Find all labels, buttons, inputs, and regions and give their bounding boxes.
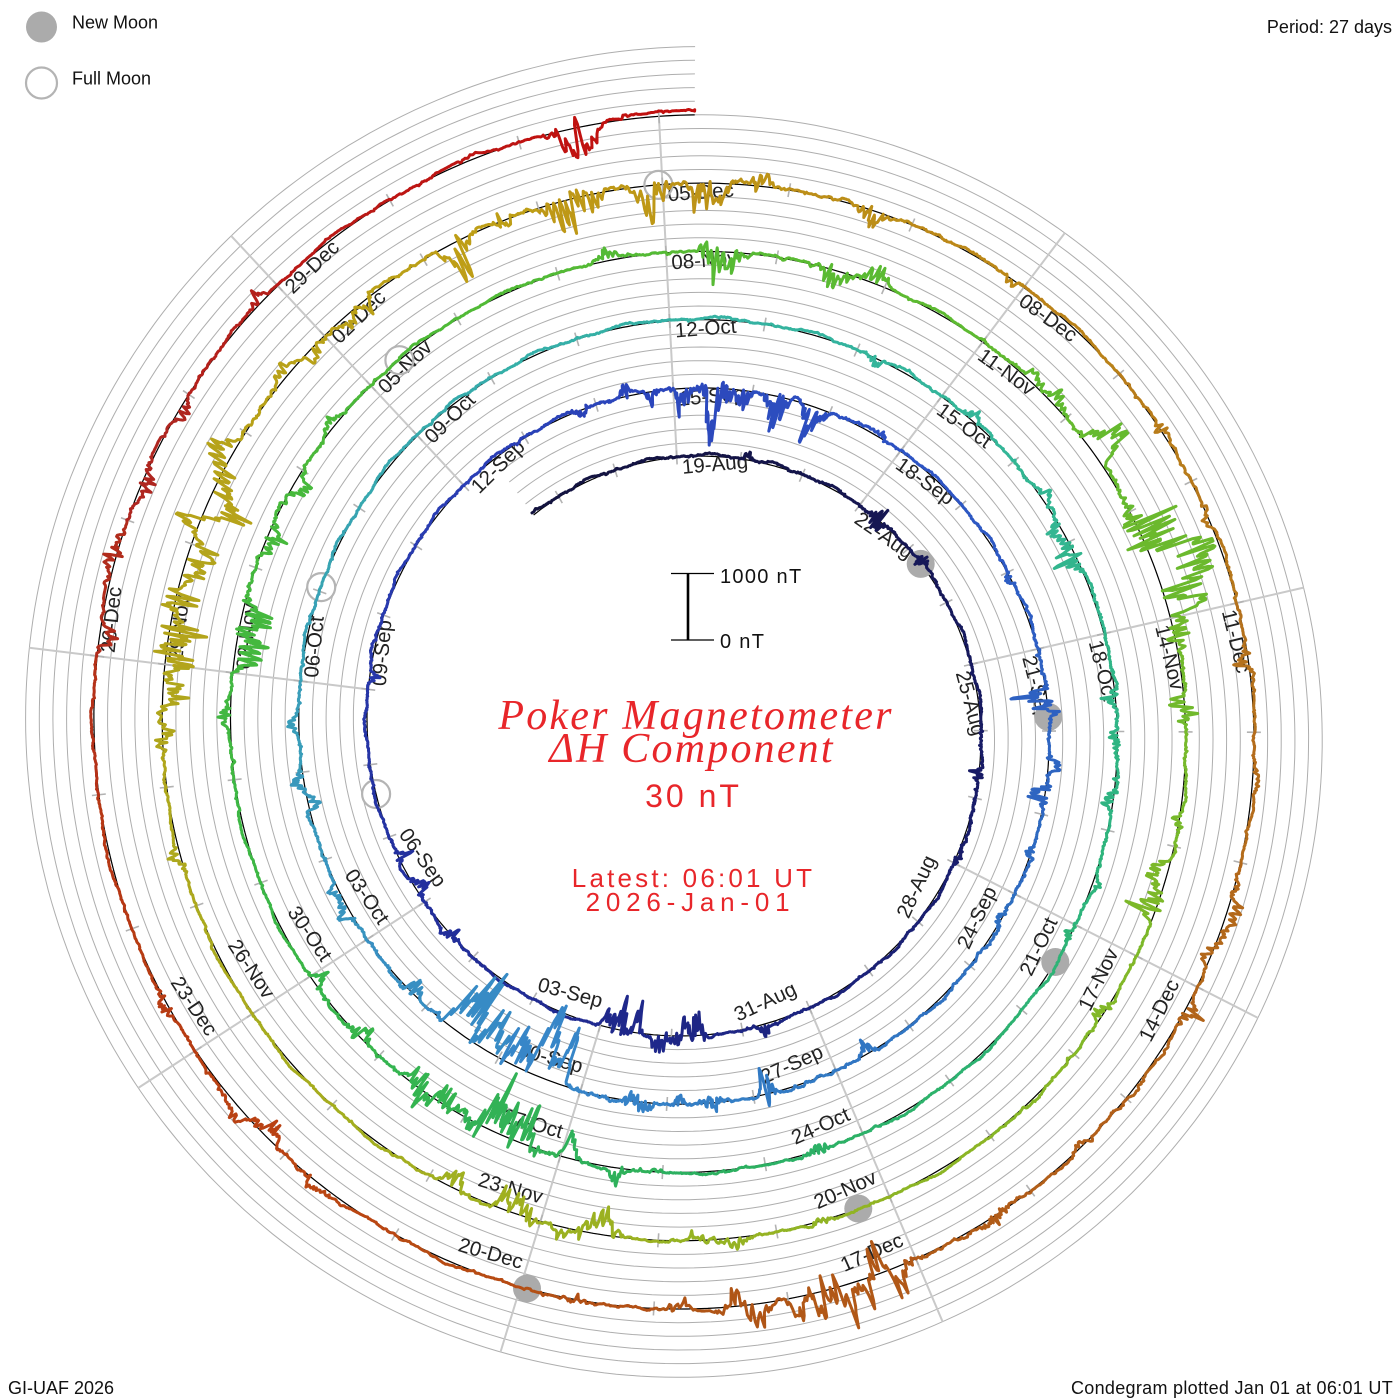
svg-text:GI-UAF 2026: GI-UAF 2026 xyxy=(8,1378,114,1398)
svg-text:Condegram plotted Jan 01 at 06: Condegram plotted Jan 01 at 06:01 UT xyxy=(1071,1378,1393,1398)
svg-text:Full Moon: Full Moon xyxy=(72,69,151,89)
svg-text:Period: 27 days: Period: 27 days xyxy=(1267,17,1392,37)
svg-text:ΔH Component: ΔH Component xyxy=(547,726,835,772)
svg-text:2026-Jan-01: 2026-Jan-01 xyxy=(586,887,796,917)
svg-text:30 nT: 30 nT xyxy=(645,778,742,814)
svg-text:Poker Magnetometer: Poker Magnetometer xyxy=(497,693,893,739)
svg-text:0 nT: 0 nT xyxy=(720,631,765,653)
svg-text:New Moon: New Moon xyxy=(72,13,158,33)
svg-text:1000 nT: 1000 nT xyxy=(720,566,803,588)
svg-text:Latest: 06:01 UT: Latest: 06:01 UT xyxy=(572,863,815,893)
